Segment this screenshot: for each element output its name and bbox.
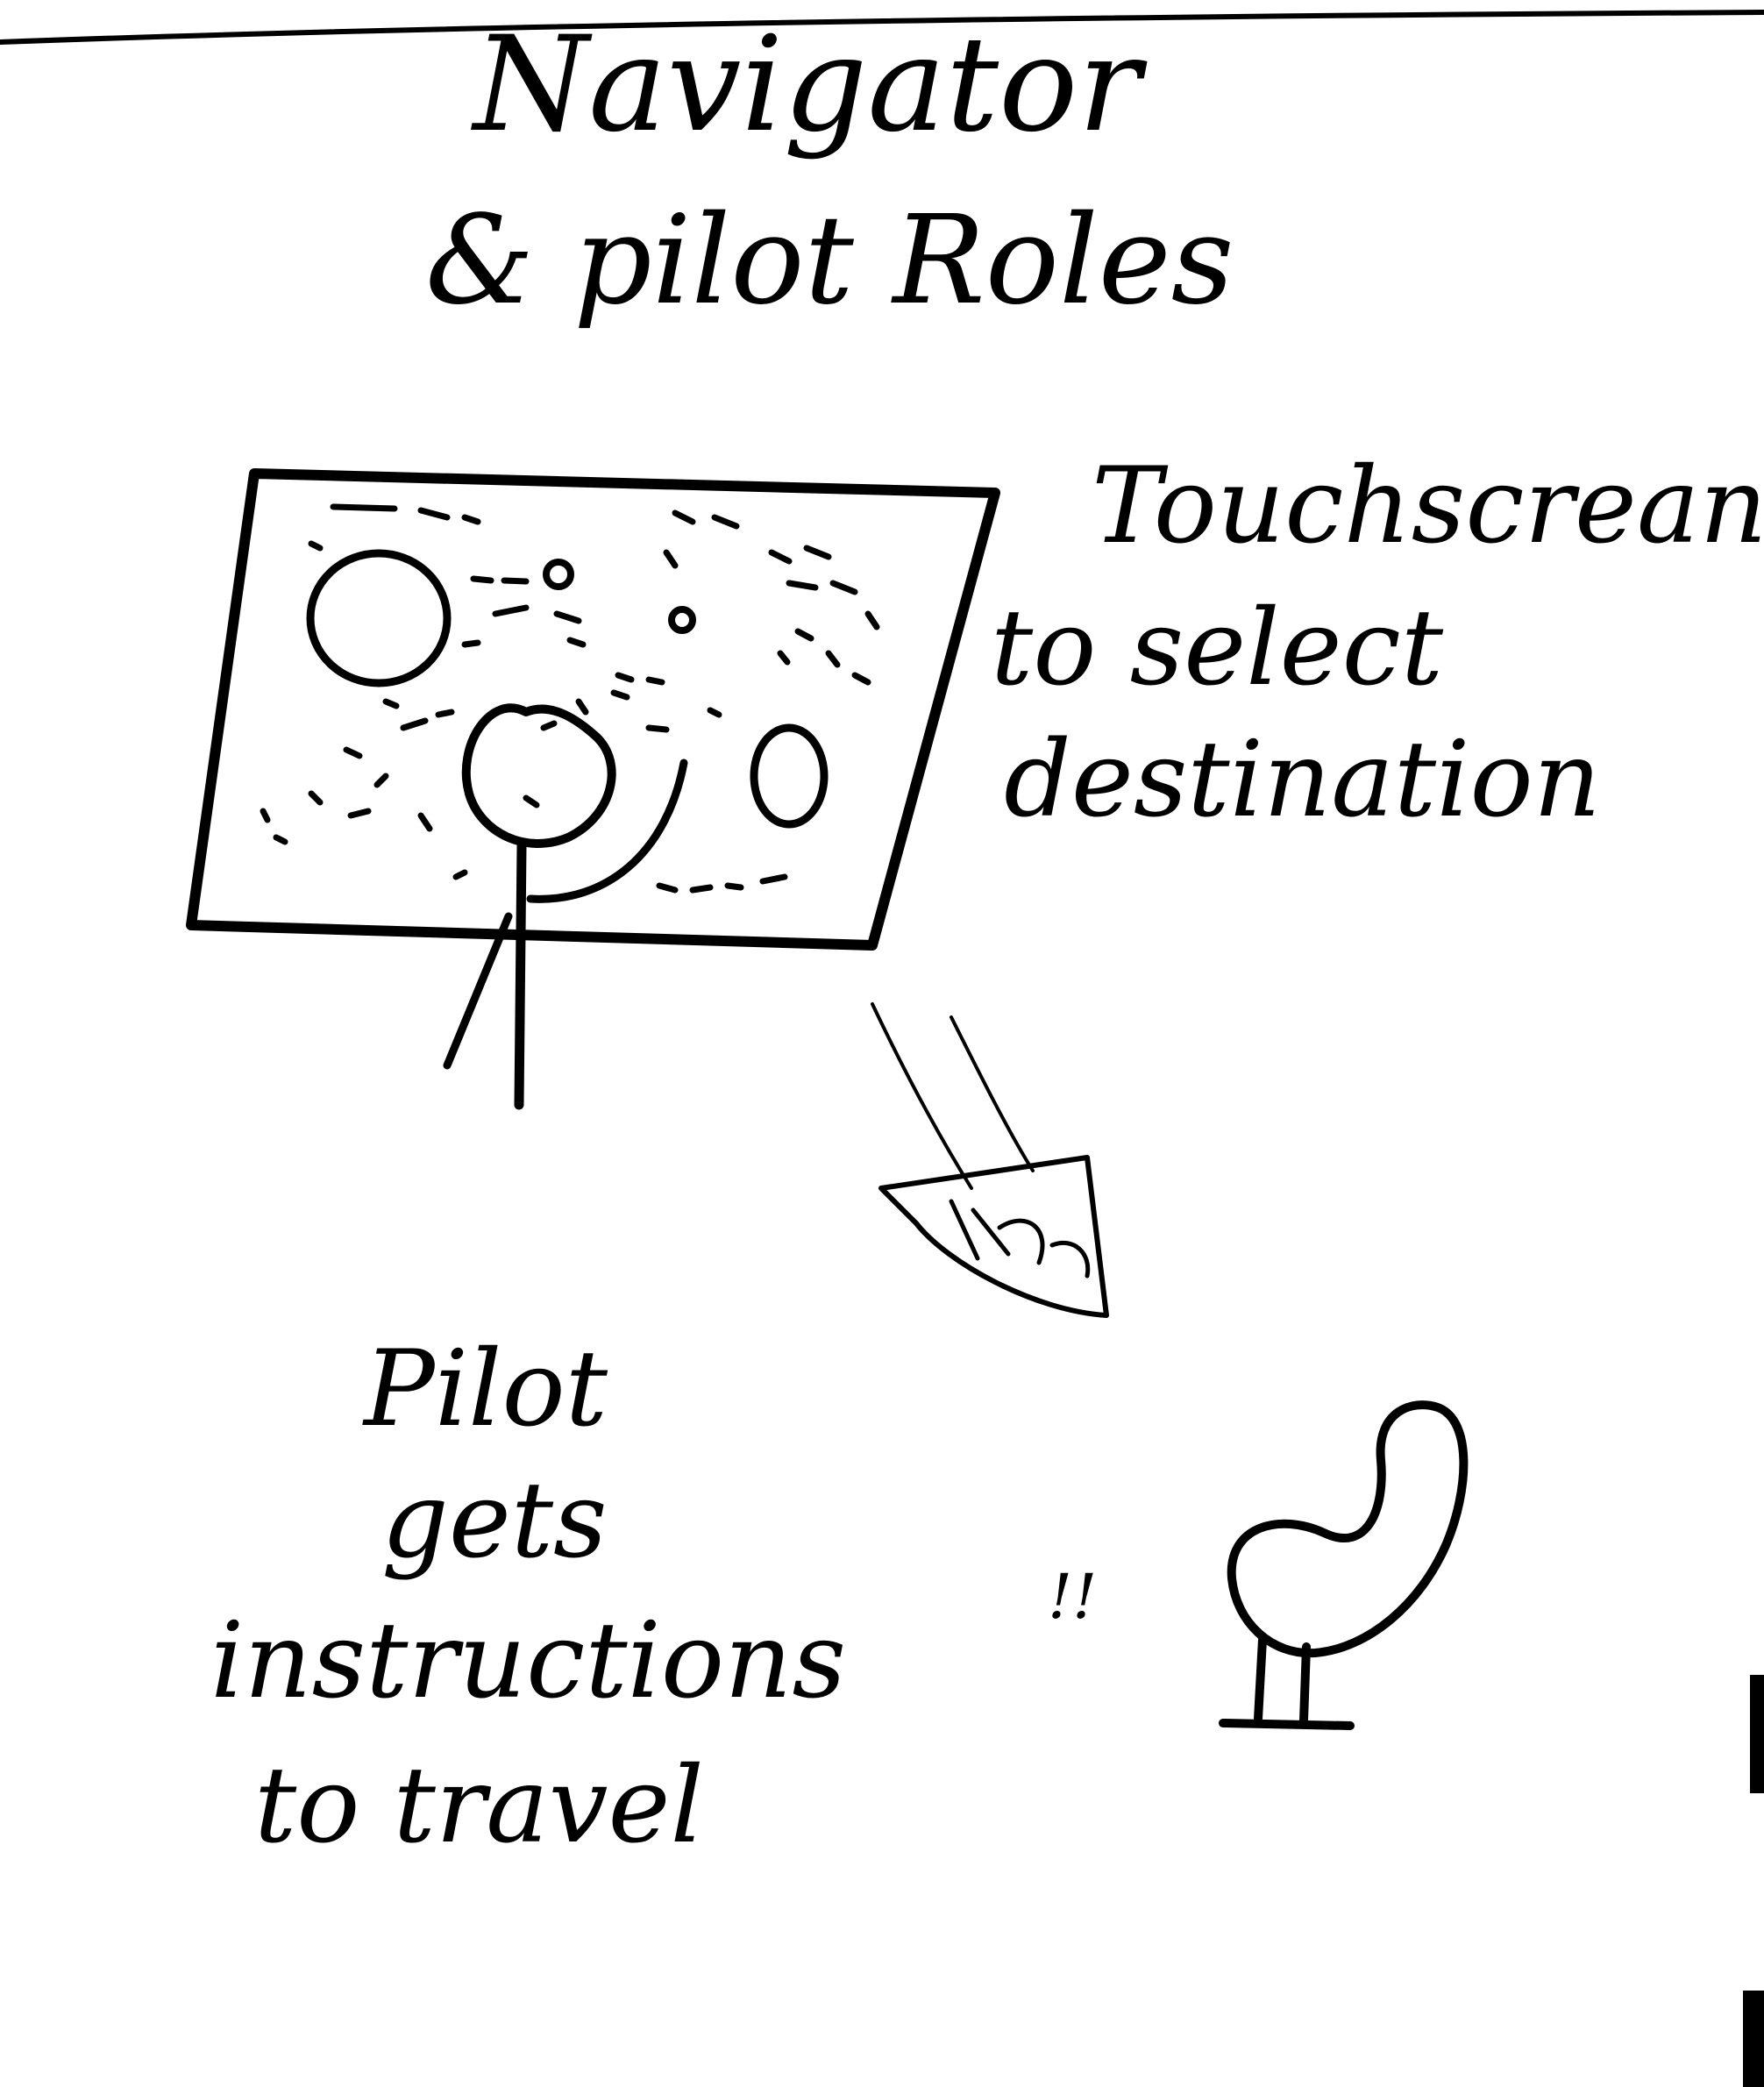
pilot-figure-mark: !!	[1048, 1561, 1097, 1633]
pilot-figure: !!	[1048, 1400, 1469, 1730]
navigator-arm-down	[443, 912, 513, 1070]
pilot-note-line-1: Pilot	[362, 1328, 608, 1450]
arrow-head-scribble	[949, 1199, 1091, 1279]
touchscreen-frame	[186, 468, 1000, 951]
pilot-note-line-4: to travel	[254, 1745, 704, 1867]
flow-arrow	[871, 1002, 1109, 1318]
touchscreen-note-line-2: to select	[991, 588, 1444, 709]
arrow-shaft-inner	[950, 1015, 1035, 1172]
title-line-2: & pilot Roles	[425, 189, 1234, 332]
pilot-note-line-2: gets	[381, 1460, 608, 1582]
navigator-body	[514, 841, 527, 1110]
map-circle-large	[306, 549, 452, 687]
edge-mark-2	[1743, 1991, 1764, 2087]
map-circle-small-1	[543, 559, 574, 590]
touchscreen-panel	[186, 468, 1000, 951]
arrow-shaft-outer	[871, 1002, 973, 1190]
map-circle-small-2	[668, 606, 696, 634]
pilot-figure-leg-left	[1254, 1635, 1267, 1723]
pilot-figure-body	[1227, 1400, 1469, 1658]
touchscreen-note-line-1: Touchscrean	[1092, 445, 1764, 567]
pilot-figure-leg-right	[1299, 1642, 1311, 1725]
touchscreen-note-line-3: destination	[1004, 719, 1601, 841]
pilot-figure-base	[1219, 1719, 1355, 1730]
navigator-arm-touch	[526, 759, 688, 903]
navigator-head	[461, 703, 616, 848]
map-circle-right	[750, 723, 829, 829]
edge-mark-1	[1750, 1675, 1764, 1793]
pilot-note-line-3: instructions	[210, 1600, 846, 1722]
top-border-line	[0, 10, 1764, 45]
navigator-figure	[443, 703, 688, 1110]
arrow-head	[878, 1155, 1109, 1318]
title-line-1: Navigator	[471, 9, 1148, 161]
map-dots	[260, 503, 880, 894]
